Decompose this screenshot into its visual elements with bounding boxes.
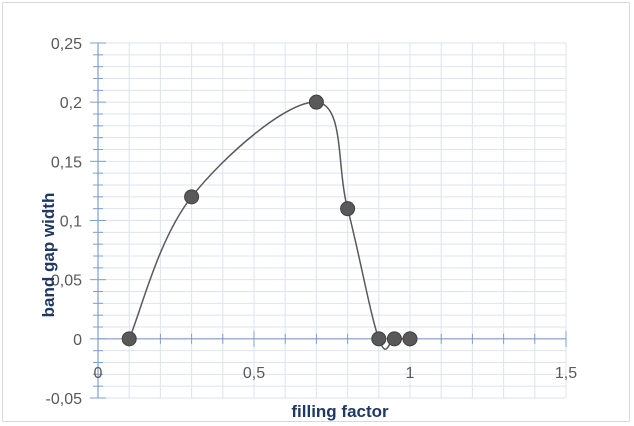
data-point xyxy=(122,332,136,346)
y-tick-label: 0 xyxy=(73,332,82,349)
series-curve xyxy=(129,102,410,349)
y-axis-title: band gap width xyxy=(39,193,58,318)
y-tick-label: 0,15 xyxy=(51,154,82,171)
data-point xyxy=(372,332,386,346)
x-axis-title: filling factor xyxy=(291,402,389,421)
series-line xyxy=(129,102,410,349)
y-tick-label: 0,2 xyxy=(60,95,82,112)
data-point xyxy=(309,95,323,109)
y-tick-label: 0,1 xyxy=(60,214,82,231)
x-tick-label: 0 xyxy=(94,365,103,382)
x-tick-label: 1 xyxy=(406,365,415,382)
grid-lines xyxy=(98,43,566,398)
data-point xyxy=(185,190,199,204)
data-point xyxy=(403,332,417,346)
data-point xyxy=(387,332,401,346)
x-tick-label: 1,5 xyxy=(555,365,577,382)
y-tick-label: 0,25 xyxy=(51,36,82,53)
data-point xyxy=(341,202,355,216)
x-tick-label: 0,5 xyxy=(243,365,265,382)
y-tick-label: -0,05 xyxy=(46,391,83,408)
